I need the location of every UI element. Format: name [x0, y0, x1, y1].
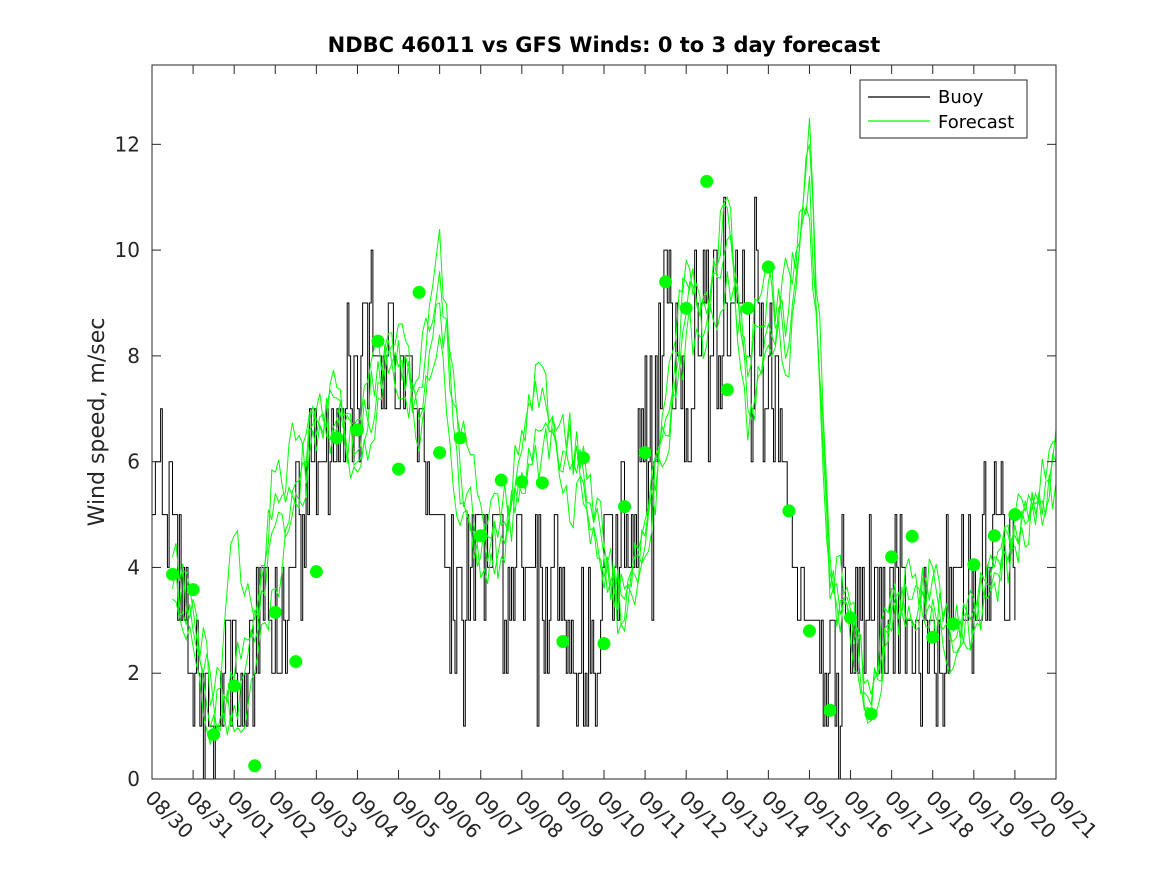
data-layer [152, 117, 1057, 780]
forecast-marker [885, 550, 899, 564]
chart-title: NDBC 46011 vs GFS Winds: 0 to 3 day fore… [328, 33, 881, 57]
legend-box [859, 79, 1028, 139]
forecast-marker [556, 634, 570, 648]
forecast-marker [823, 703, 837, 717]
forecast-marker [309, 565, 323, 579]
y-tick-label: 0 [127, 767, 140, 791]
y-axis-label: Wind speed, m/sec [85, 318, 110, 527]
forecast-marker [926, 630, 940, 644]
forecast-marker [350, 423, 364, 437]
y-tick-label: 12 [115, 132, 140, 156]
forecast-marker [659, 275, 673, 289]
forecast-marker [248, 759, 262, 773]
forecast-marker [864, 707, 878, 721]
forecast-marker [392, 462, 406, 476]
forecast-marker [967, 558, 981, 572]
legend-buoy-label: Buoy [938, 87, 984, 108]
forecast-marker [618, 500, 632, 514]
forecast-marker [782, 504, 796, 518]
forecast-marker [638, 446, 652, 460]
forecast-marker [844, 611, 858, 625]
forecast-marker [412, 285, 426, 299]
legend: Buoy Forecast [859, 79, 1028, 139]
forecast-marker [597, 637, 611, 651]
y-tick-label: 6 [127, 450, 140, 474]
forecast-marker [700, 174, 714, 188]
forecast-series-line-2 [172, 176, 1057, 726]
forecast-marker [905, 529, 919, 543]
forecast-marker [987, 529, 1001, 543]
forecast-marker [679, 301, 693, 315]
forecast-marker [186, 583, 200, 597]
forecast-marker [741, 301, 755, 315]
forecast-marker [289, 655, 303, 669]
forecast-marker [802, 624, 816, 638]
legend-forecast-label: Forecast [938, 112, 1014, 133]
buoy-series-line [152, 196, 1016, 780]
forecast-marker [330, 431, 344, 445]
forecast-marker [227, 679, 241, 693]
forecast-marker [720, 383, 734, 397]
forecast-marker [433, 446, 447, 460]
forecast-marker [946, 617, 960, 631]
forecast-marker [371, 334, 385, 348]
forecast-marker [474, 529, 488, 543]
forecast-marker [535, 476, 549, 490]
y-tick-label: 10 [115, 238, 140, 262]
forecast-marker [576, 451, 590, 465]
forecast-marker [268, 605, 282, 619]
forecast-marker [761, 260, 775, 274]
forecast-marker [166, 567, 180, 581]
forecast-marker [207, 728, 221, 742]
forecast-series-line-4 [172, 144, 1057, 746]
y-tick-label: 2 [127, 661, 140, 685]
forecast-marker [494, 473, 508, 487]
forecast-marker [453, 431, 467, 445]
forecast-marker [1008, 508, 1022, 522]
forecast-marker [515, 475, 529, 489]
y-tick-label: 8 [127, 344, 140, 368]
forecast-series-line-3 [172, 195, 1057, 732]
y-tick-label: 4 [127, 555, 140, 579]
